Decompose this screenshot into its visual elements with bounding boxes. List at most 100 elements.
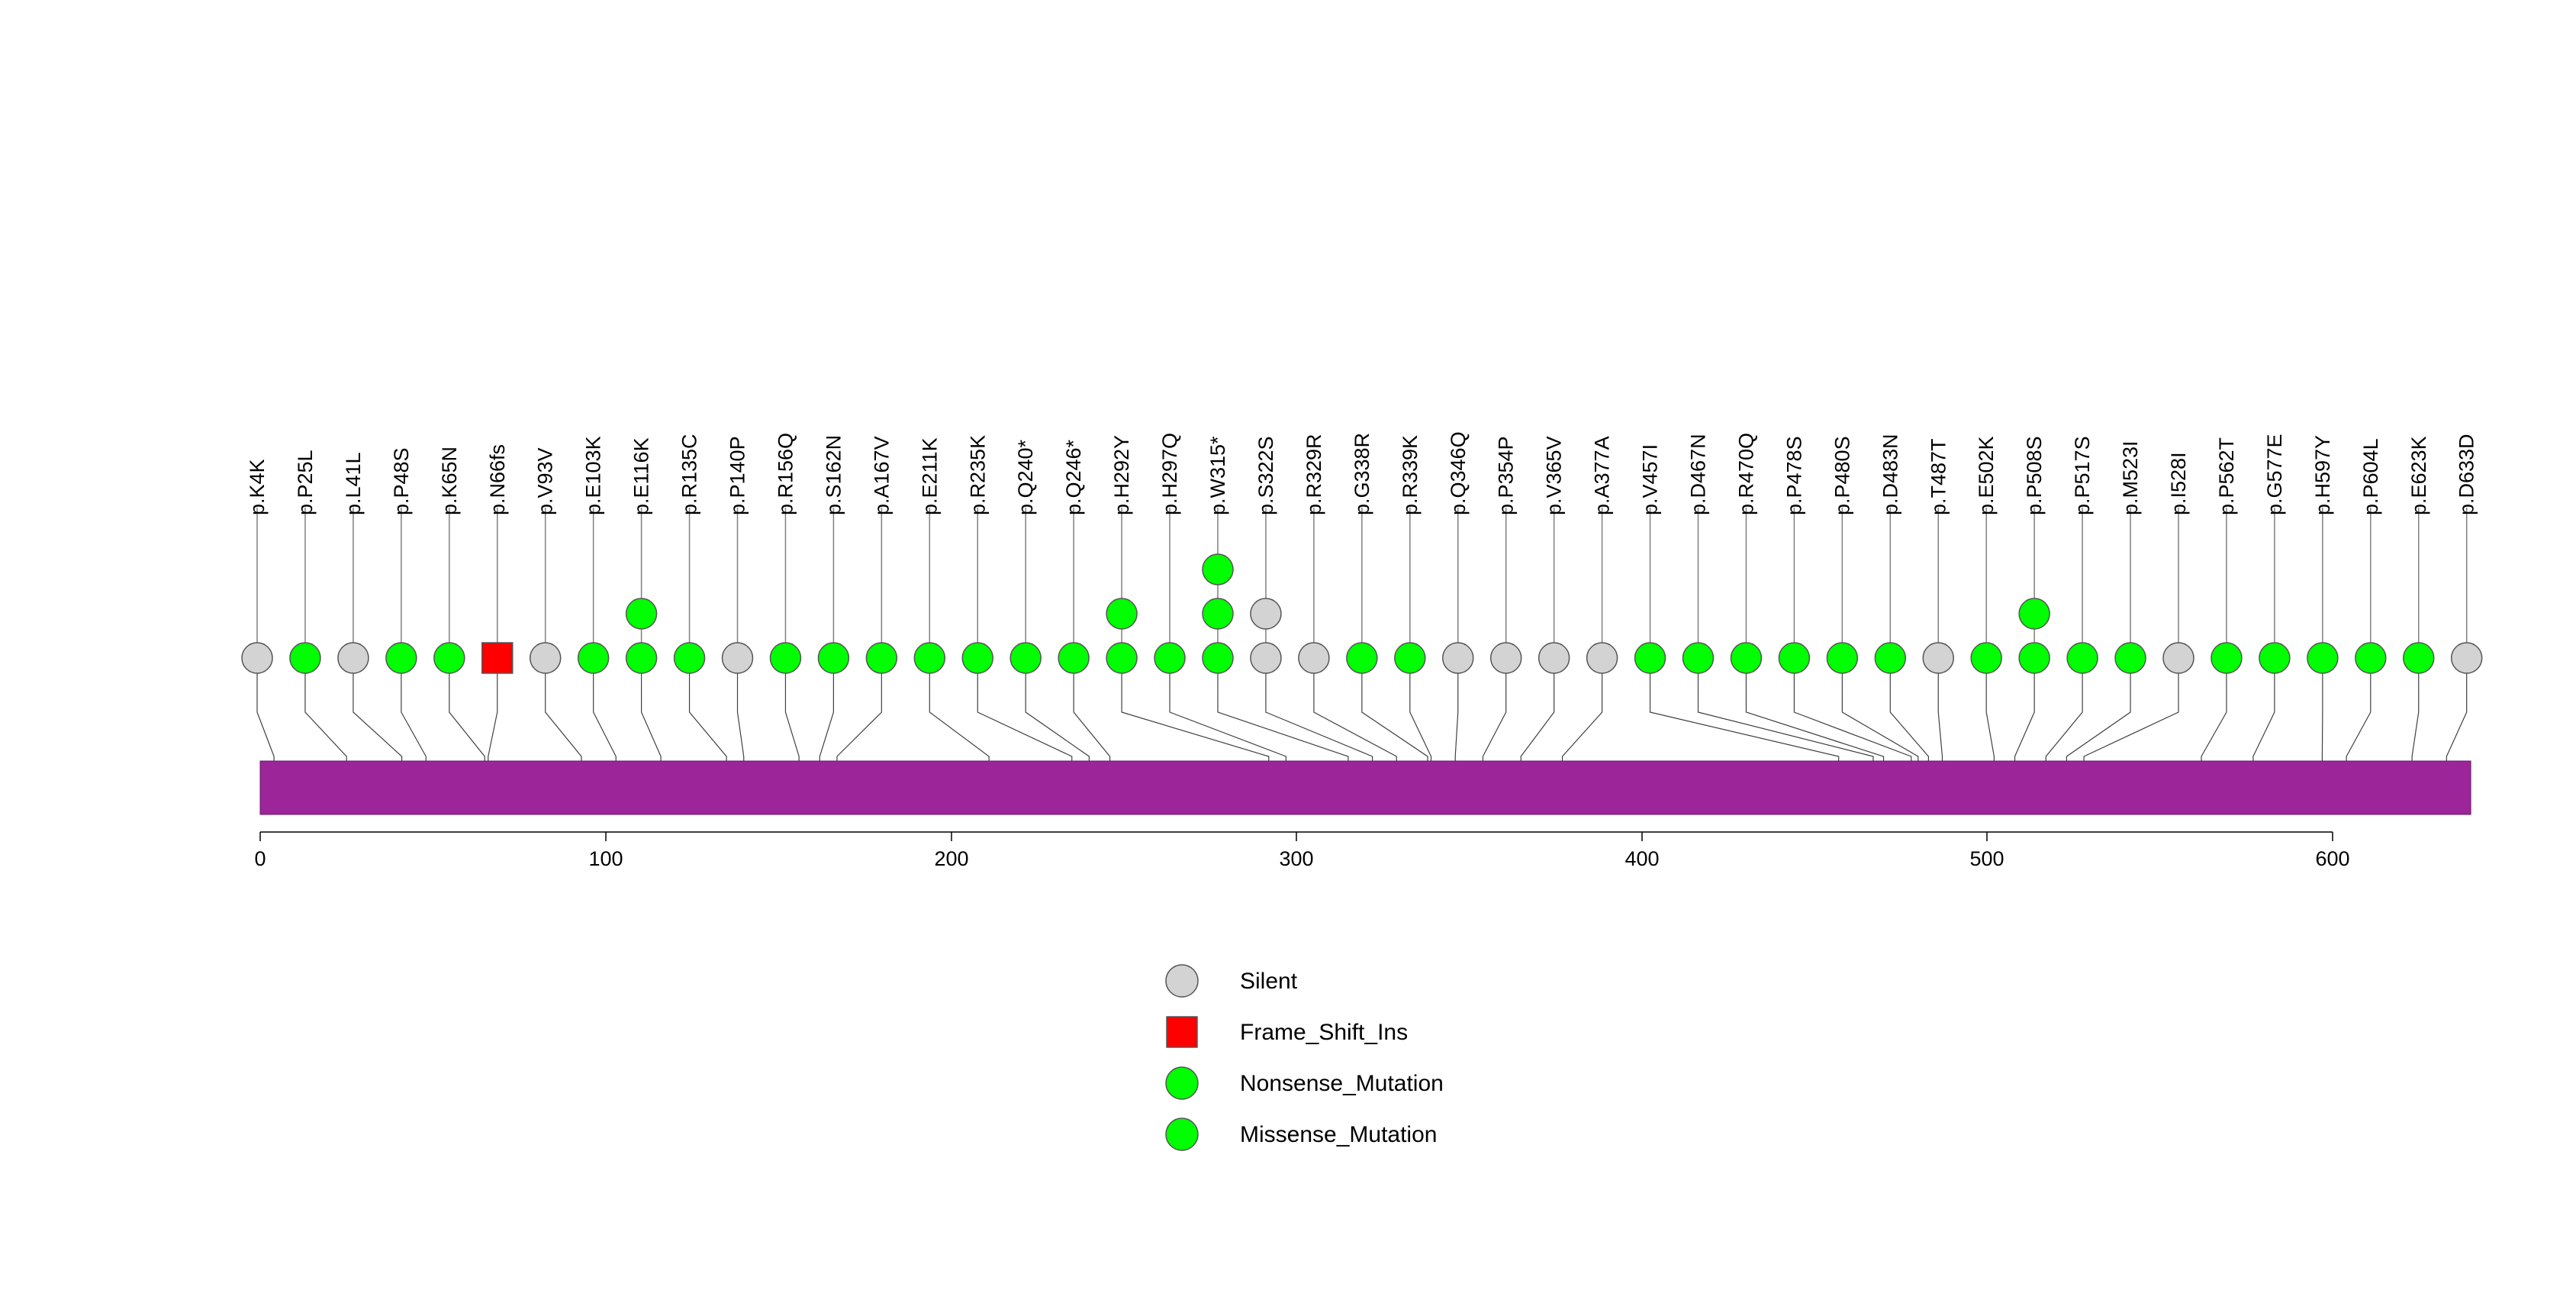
legend: Silent Frame_Shift_Ins Nonsense_Mutation Mi… [1165, 964, 1444, 1151]
mutation-marker-circle [1250, 598, 1282, 630]
mutation-label: p.P25L [294, 450, 317, 515]
mutation-marker-circle [1682, 642, 1715, 674]
x-axis-tick-label: 0 [254, 847, 266, 870]
mutation-marker-circle [2162, 642, 2194, 674]
mutation-label: p.D467N [1687, 434, 1710, 515]
mutation-label: p.V93V [534, 447, 557, 515]
mutation-marker-circle [2403, 642, 2435, 674]
x-axis-tick-label: 300 [1279, 847, 1313, 870]
mutation-marker-circle [1489, 642, 1522, 674]
mutation-marker-circle [769, 642, 802, 674]
mutation-label: p.E103K [582, 436, 605, 515]
mutation-marker-circle [241, 642, 273, 674]
mutation-marker-circle [577, 642, 610, 674]
x-axis-tick-label: 600 [2315, 847, 2349, 870]
mutation-marker-circle [289, 642, 321, 674]
mutation-label: p.P48S [390, 447, 413, 515]
mutation-marker-circle [625, 598, 658, 630]
mutation-label: p.S162N [822, 435, 845, 515]
mutation-marker-circle [1250, 642, 1282, 674]
mutation-label: p.P604L [2359, 438, 2382, 515]
protein-domain-bar [259, 760, 2471, 815]
mutation-marker-circle [1298, 642, 1330, 674]
mutation-label: p.P478S [1782, 436, 1805, 515]
mutation-marker-circle [1202, 553, 1234, 585]
x-axis-tick-label: 500 [1969, 847, 2004, 870]
mutation-label: p.Q346Q [1447, 431, 1470, 515]
mutation-label: p.R135C [678, 434, 701, 515]
mutation-label: p.P508S [2023, 436, 2046, 515]
mutation-label: p.H597Y [2311, 435, 2334, 515]
x-axis-tick-label: 100 [588, 847, 623, 870]
mutation-label: p.P562T [2215, 437, 2238, 515]
mutation-marker-circle [1778, 642, 1811, 674]
legend-swatch-circle [1165, 1066, 1199, 1100]
mutation-label: p.A377A [1591, 436, 1614, 515]
mutation-marker-circle [2018, 598, 2050, 630]
mutation-label: p.W315* [1206, 436, 1229, 515]
mutation-label: p.P140P [726, 436, 749, 515]
mutation-label: p.N66fs [486, 444, 509, 515]
mutation-marker-circle [529, 642, 562, 674]
mutation-marker-circle [385, 642, 417, 674]
mutation-label: p.Q246* [1062, 439, 1085, 515]
mutation-marker-circle [817, 642, 850, 674]
legend-label: Silent [1240, 969, 1298, 994]
x-axis: 0 100 200 300 400 500 600 [254, 831, 2350, 870]
mutation-label: p.K65N [438, 447, 461, 515]
mutation-marker-circle [2450, 642, 2483, 674]
mutation-label: p.L41L [342, 452, 365, 515]
mutation-label: p.P517S [2071, 436, 2094, 515]
mutation-label: p.H292Y [1110, 435, 1133, 515]
mutation-marker-square [481, 642, 514, 674]
mutation-label: p.D483N [1879, 434, 1901, 515]
mutation-label: p.Q240* [1014, 439, 1037, 515]
mutation-marker-circle [2211, 642, 2243, 674]
mutation-label: p.K4K [246, 459, 269, 515]
mutation-marker-circle [1202, 598, 1234, 630]
mutation-label: p.P354P [1495, 436, 1518, 515]
mutation-marker-circle [2114, 642, 2146, 674]
mutation-marker-circle [625, 642, 658, 674]
mutation-marker-circle [1586, 642, 1618, 674]
mutation-label: p.I528I [2167, 452, 2190, 515]
mutation-marker-circle [1634, 642, 1666, 674]
mutation-labels: p.K4K p.P25L p.L41L p.P48S p.K65N p.N66fs p.V9… [246, 431, 2478, 515]
mutation-label: p.D633D [2455, 434, 2478, 515]
mutation-label: p.A167V [870, 436, 893, 515]
mutation-label: p.V365V [1543, 436, 1566, 515]
mutation-marker-circle [1154, 642, 1186, 674]
mutation-marker-circle [1202, 642, 1234, 674]
mutation-label: p.R329R [1302, 434, 1325, 515]
mutation-marker-circle [2307, 642, 2339, 674]
legend-label: Nonsense_Mutation [1240, 1071, 1444, 1096]
mutation-marker-circle [1346, 642, 1378, 674]
mutation-marker-circle [913, 642, 946, 674]
mutation-marker-circle [1009, 642, 1042, 674]
legend-label: Frame_Shift_Ins [1240, 1020, 1408, 1045]
mutation-marker-circle [337, 642, 369, 674]
mutation-label: p.E623K [2407, 436, 2430, 515]
mutation-marker-circle [1970, 642, 2002, 674]
mutation-marker-circle [1826, 642, 1859, 674]
mutation-label: p.E211K [918, 437, 941, 515]
mutation-label: p.P480S [1831, 436, 1853, 515]
mutation-marker-circle [721, 642, 754, 674]
protein-domain-bar-group [259, 760, 2471, 815]
mutation-label: p.M523I [2119, 440, 2142, 515]
mutation-label: p.H297Q [1158, 433, 1181, 515]
mutation-marker-circle [1106, 598, 1138, 630]
mutation-marker-circle [1442, 642, 1474, 674]
legend-swatch-circle [1165, 1117, 1199, 1151]
legend-swatch-square [1166, 1016, 1198, 1048]
mutation-marker-circle [2259, 642, 2291, 674]
mutation-marker-circle [2355, 642, 2387, 674]
mutation-label: p.E116K [630, 437, 653, 515]
mutation-label: p.V457I [1639, 444, 1662, 515]
mutation-marker-circle [961, 642, 993, 674]
mutation-marker-circle [1730, 642, 1763, 674]
mutation-label: p.G338R [1351, 433, 1373, 515]
mutation-label: p.R470Q [1734, 433, 1757, 515]
mutation-marker-circle [1874, 642, 1907, 674]
